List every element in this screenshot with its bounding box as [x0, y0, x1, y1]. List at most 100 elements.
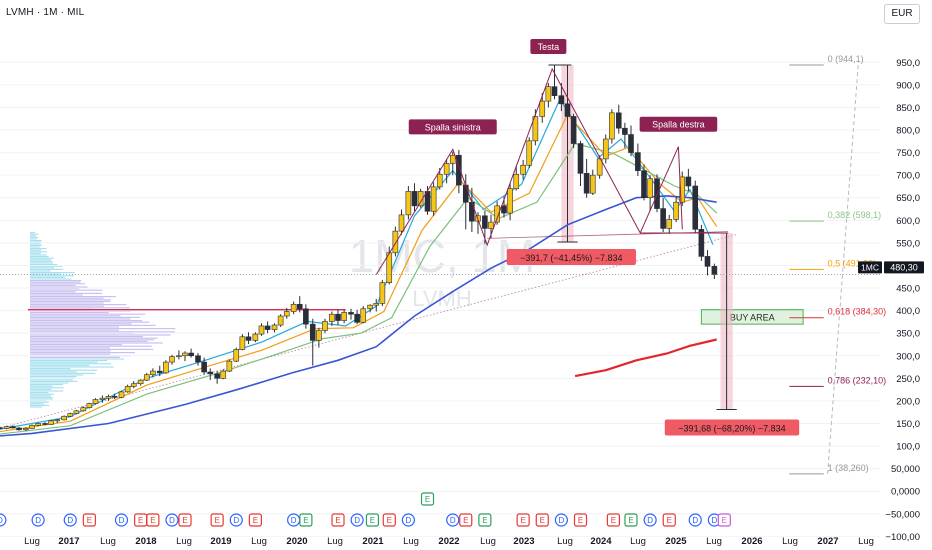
candle-body[interactable]: [589, 174, 596, 194]
candle-body[interactable]: [501, 205, 507, 214]
candle-body[interactable]: [182, 352, 188, 357]
candle-body[interactable]: [583, 173, 590, 194]
candle-body[interactable]: [379, 282, 386, 304]
dividend-marker-icon[interactable]: [229, 513, 243, 527]
candle-body[interactable]: [214, 373, 220, 379]
candle-body[interactable]: [335, 313, 341, 321]
earnings-marker-icon[interactable]: [535, 513, 549, 527]
candle-body[interactable]: [201, 361, 207, 373]
candle-body[interactable]: [488, 221, 494, 229]
candle-body[interactable]: [392, 230, 399, 254]
candle-body[interactable]: [118, 391, 125, 398]
candle-body[interactable]: [341, 312, 347, 321]
candle-body[interactable]: [386, 252, 393, 283]
candle-body[interactable]: [558, 95, 565, 105]
dividend-marker-icon[interactable]: [643, 513, 657, 527]
candle-body[interactable]: [436, 173, 443, 188]
candle-body[interactable]: [526, 140, 533, 166]
earnings-marker-icon[interactable]: [573, 513, 588, 527]
candle-body[interactable]: [92, 399, 99, 404]
dividend-marker-icon[interactable]: [401, 513, 415, 527]
candle-body[interactable]: [609, 112, 615, 140]
earnings-marker-icon[interactable]: [516, 513, 530, 527]
candle-body[interactable]: [367, 304, 373, 310]
candle-body[interactable]: [654, 178, 660, 209]
candle-body[interactable]: [354, 313, 360, 323]
candle-body[interactable]: [86, 403, 93, 408]
candle-body[interactable]: [80, 407, 87, 412]
candle-body[interactable]: [156, 370, 163, 374]
candle-body[interactable]: [577, 143, 584, 174]
candle-body[interactable]: [449, 154, 456, 164]
earnings-marker-icon[interactable]: [382, 513, 396, 527]
candle-body[interactable]: [111, 396, 118, 398]
candle-body[interactable]: [520, 164, 526, 175]
candle-body[interactable]: [245, 336, 252, 341]
candle-body[interactable]: [329, 313, 335, 322]
candle-body[interactable]: [398, 214, 405, 232]
candle-body[interactable]: [373, 303, 380, 306]
earnings-marker-icon[interactable]: [662, 513, 676, 527]
earnings-marker-icon[interactable]: [717, 513, 731, 527]
candle-body[interactable]: [513, 173, 520, 189]
candle-body[interactable]: [54, 419, 61, 422]
earnings-marker-icon[interactable]: [210, 513, 224, 527]
candle-body[interactable]: [124, 386, 131, 393]
candle-body[interactable]: [482, 215, 488, 229]
candle-body[interactable]: [0, 427, 3, 429]
earnings-marker-icon[interactable]: [146, 513, 160, 527]
dividend-marker-icon[interactable]: [0, 513, 7, 527]
candle-body[interactable]: [456, 154, 462, 186]
candle-body[interactable]: [105, 396, 112, 399]
candle-body[interactable]: [143, 374, 150, 381]
earnings-marker-icon[interactable]: [459, 513, 473, 527]
candle-body[interactable]: [539, 100, 546, 117]
candle-body[interactable]: [10, 426, 16, 429]
earnings-marker-icon[interactable]: [82, 513, 96, 527]
candle-body[interactable]: [551, 86, 558, 96]
dividend-marker-icon[interactable]: [350, 513, 364, 527]
candle-body[interactable]: [233, 349, 240, 362]
candle-body[interactable]: [48, 420, 54, 425]
candle-body[interactable]: [602, 138, 609, 160]
candle-body[interactable]: [647, 178, 653, 199]
candle-body[interactable]: [348, 312, 354, 315]
earnings-marker-icon[interactable]: [420, 492, 435, 506]
candle-body[interactable]: [711, 266, 718, 275]
candle-body[interactable]: [430, 186, 437, 212]
candle-body[interactable]: [596, 158, 603, 176]
dividend-marker-icon[interactable]: [114, 513, 129, 527]
candle-body[interactable]: [61, 415, 67, 421]
candle-body[interactable]: [258, 325, 265, 335]
candle-body[interactable]: [316, 330, 322, 341]
candle-body[interactable]: [507, 188, 513, 214]
dividend-marker-icon[interactable]: [554, 513, 568, 527]
candle-body[interactable]: [622, 127, 628, 135]
candle-body[interactable]: [296, 303, 303, 310]
dividend-marker-icon[interactable]: [688, 513, 702, 527]
candle-body[interactable]: [615, 112, 622, 129]
candle-body[interactable]: [16, 427, 22, 431]
candle-body[interactable]: [3, 426, 10, 429]
candle-body[interactable]: [188, 352, 194, 357]
candle-body[interactable]: [679, 176, 686, 203]
candle-body[interactable]: [220, 370, 227, 379]
candle-body[interactable]: [264, 325, 271, 330]
candle-body[interactable]: [641, 170, 647, 199]
earnings-marker-icon[interactable]: [178, 513, 192, 527]
candle-body[interactable]: [290, 303, 297, 312]
candle-body[interactable]: [29, 424, 35, 429]
candle-body[interactable]: [405, 191, 412, 216]
candle-body[interactable]: [469, 201, 475, 222]
candle-body[interactable]: [42, 423, 48, 425]
candle-body[interactable]: [322, 321, 328, 331]
candle-body[interactable]: [35, 423, 41, 426]
candle-body[interactable]: [99, 397, 106, 400]
dividend-marker-icon[interactable]: [31, 513, 45, 527]
candle-body[interactable]: [570, 116, 577, 144]
candle-body[interactable]: [564, 103, 571, 117]
earnings-marker-icon[interactable]: [624, 513, 638, 527]
candle-body[interactable]: [411, 191, 418, 207]
candle-body[interactable]: [628, 134, 634, 153]
candle-body[interactable]: [195, 355, 201, 363]
